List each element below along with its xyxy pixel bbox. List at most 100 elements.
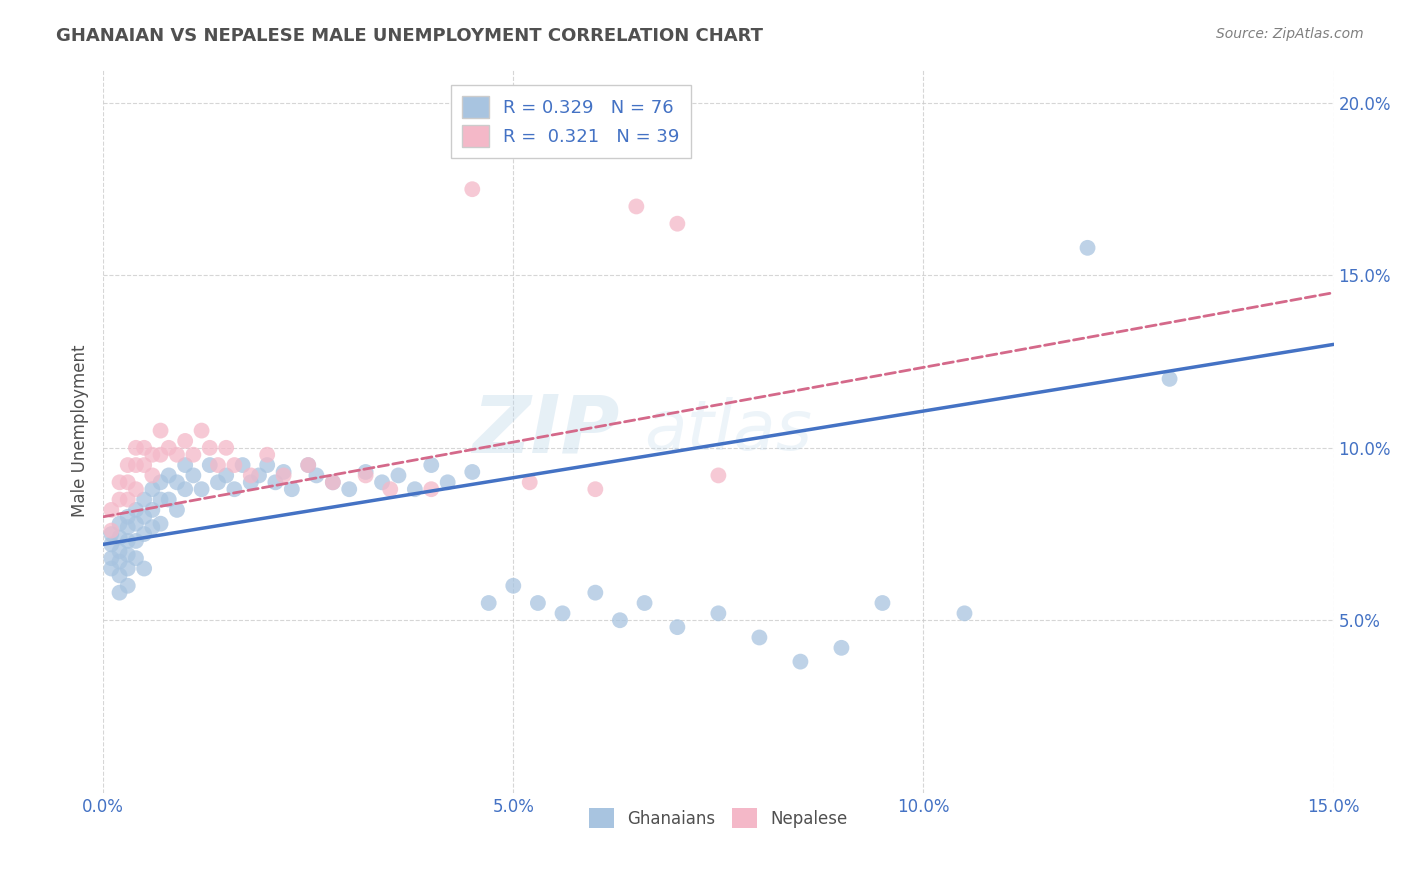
Point <box>666 217 689 231</box>
Point <box>100 524 122 538</box>
Point <box>297 458 319 472</box>
Point <box>117 561 139 575</box>
Point <box>149 424 172 438</box>
Point <box>626 199 648 213</box>
Point <box>215 468 238 483</box>
Point <box>224 482 246 496</box>
Point <box>157 441 180 455</box>
Point <box>117 548 139 562</box>
Point <box>117 475 139 490</box>
Point <box>198 458 221 472</box>
Point <box>273 468 295 483</box>
Point <box>108 544 131 558</box>
Point <box>387 468 409 483</box>
Point <box>134 561 156 575</box>
Point <box>322 475 344 490</box>
Point <box>174 458 197 472</box>
Point <box>305 468 328 483</box>
Point <box>100 537 122 551</box>
Point <box>166 448 188 462</box>
Point <box>207 458 229 472</box>
Point <box>337 482 360 496</box>
Point <box>190 424 212 438</box>
Point <box>108 516 131 531</box>
Point <box>108 475 131 490</box>
Point <box>125 482 148 496</box>
Point <box>707 468 730 483</box>
Point <box>519 475 541 490</box>
Point <box>247 468 270 483</box>
Point <box>953 607 976 621</box>
Point <box>134 527 156 541</box>
Point <box>108 555 131 569</box>
Point <box>707 607 730 621</box>
Point <box>117 579 139 593</box>
Point <box>141 503 163 517</box>
Point <box>134 441 156 455</box>
Point <box>125 458 148 472</box>
Point <box>609 613 631 627</box>
Point <box>108 585 131 599</box>
Point <box>527 596 550 610</box>
Point <box>198 441 221 455</box>
Point <box>125 551 148 566</box>
Point <box>232 458 254 472</box>
Point <box>149 492 172 507</box>
Point <box>141 448 163 462</box>
Point <box>100 561 122 575</box>
Point <box>420 458 443 472</box>
Point <box>239 468 262 483</box>
Point <box>1076 241 1098 255</box>
Point <box>436 475 458 490</box>
Point <box>100 551 122 566</box>
Point <box>551 607 574 621</box>
Point <box>183 448 205 462</box>
Point <box>117 458 139 472</box>
Point <box>149 516 172 531</box>
Point <box>190 482 212 496</box>
Point <box>157 468 180 483</box>
Point <box>149 448 172 462</box>
Point <box>420 482 443 496</box>
Point <box>1159 372 1181 386</box>
Point <box>224 458 246 472</box>
Point <box>134 458 156 472</box>
Point <box>183 468 205 483</box>
Point <box>478 596 501 610</box>
Point <box>354 468 377 483</box>
Point <box>748 631 770 645</box>
Point <box>502 579 524 593</box>
Text: GHANAIAN VS NEPALESE MALE UNEMPLOYMENT CORRELATION CHART: GHANAIAN VS NEPALESE MALE UNEMPLOYMENT C… <box>56 27 763 45</box>
Point <box>125 503 148 517</box>
Point <box>108 492 131 507</box>
Point <box>134 492 156 507</box>
Point <box>583 482 606 496</box>
Text: ZIP: ZIP <box>472 392 620 469</box>
Point <box>134 509 156 524</box>
Point <box>371 475 394 490</box>
Text: atlas: atlas <box>644 397 813 464</box>
Point <box>117 520 139 534</box>
Point <box>117 533 139 548</box>
Point <box>108 568 131 582</box>
Point <box>789 655 811 669</box>
Point <box>141 482 163 496</box>
Point <box>633 596 655 610</box>
Point <box>141 520 163 534</box>
Point <box>100 527 122 541</box>
Point <box>256 448 278 462</box>
Legend: Ghanaians, Nepalese: Ghanaians, Nepalese <box>582 801 855 835</box>
Point <box>354 465 377 479</box>
Point <box>872 596 894 610</box>
Point <box>461 465 484 479</box>
Point <box>166 475 188 490</box>
Point <box>297 458 319 472</box>
Point <box>239 475 262 490</box>
Point <box>141 468 163 483</box>
Point <box>174 434 197 448</box>
Point <box>666 620 689 634</box>
Point <box>117 492 139 507</box>
Point <box>322 475 344 490</box>
Point <box>273 465 295 479</box>
Point <box>125 516 148 531</box>
